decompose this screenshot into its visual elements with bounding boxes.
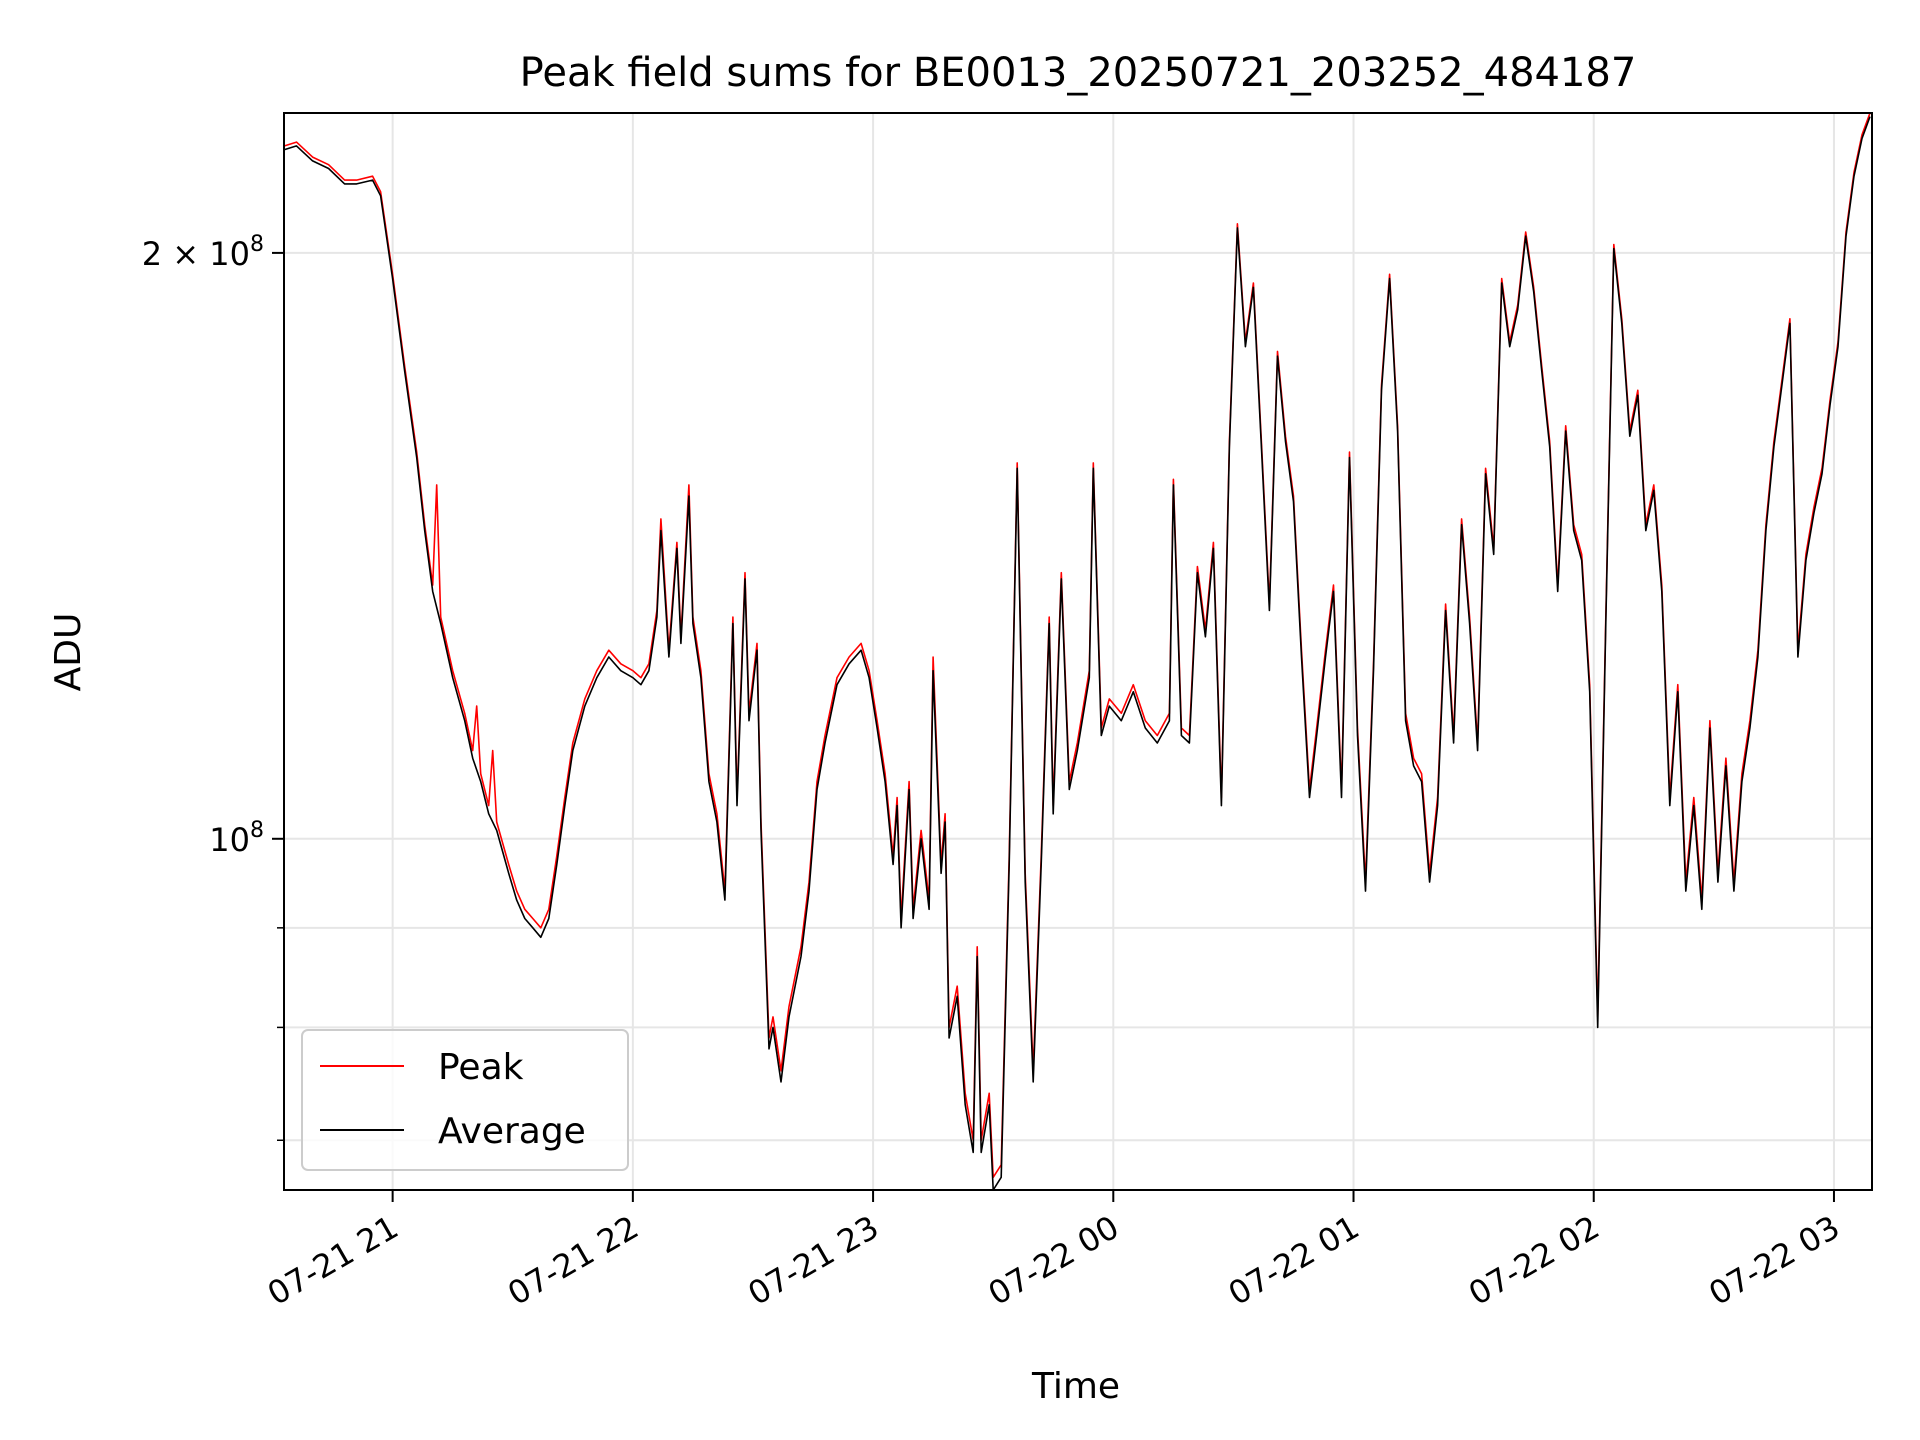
legend-label-average: Average: [438, 1111, 586, 1152]
legend: Peak Average: [301, 1029, 629, 1171]
series-line-average: [284, 116, 1871, 1190]
plot-frame: [283, 112, 1873, 1191]
plot-series: [284, 113, 1871, 1190]
legend-label-peak: Peak: [438, 1047, 524, 1088]
chart-title: Peak field sums for BE0013_20250721_2032…: [520, 50, 1637, 96]
grid: [284, 113, 1872, 1190]
y-tick-label: 2 × 108: [142, 232, 264, 273]
y-tick-label: 108: [209, 818, 264, 859]
x-axis-label: Time: [1031, 1366, 1120, 1407]
y-axis-label: ADU: [48, 613, 89, 692]
